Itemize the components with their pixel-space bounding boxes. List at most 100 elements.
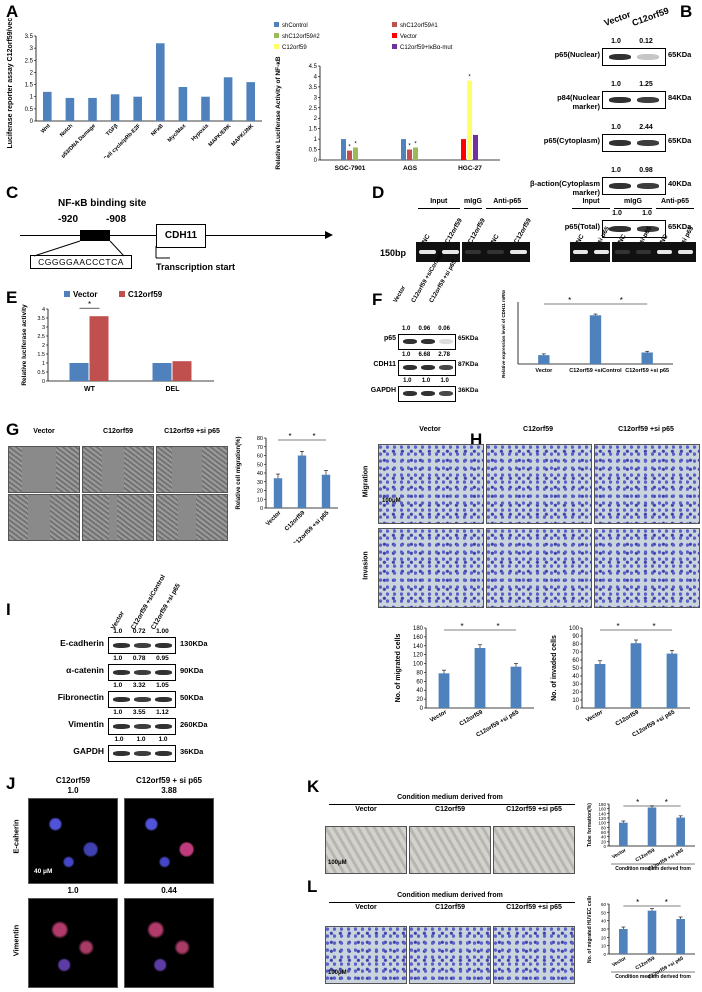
- x-tick-label: Vector: [429, 709, 448, 724]
- k-header: Condition medium derived from: [397, 794, 503, 801]
- blot-f-band: [403, 339, 417, 344]
- blot-b-header-vector: Vector: [602, 9, 632, 28]
- d-band: [487, 250, 505, 254]
- h-image: [486, 444, 592, 524]
- h-col-label: C12orf59 +si p65: [618, 426, 674, 433]
- d-band: [573, 250, 588, 254]
- g-scratch-gap: [22, 447, 56, 492]
- blot-f-band: [421, 339, 435, 344]
- blot-i-band: [155, 697, 172, 702]
- y-axis-title: No. of invaded cells: [551, 635, 558, 701]
- x-tick-label: WT: [84, 386, 96, 393]
- c-sequence: CGGGGAACCCTCA: [30, 255, 132, 269]
- blot-i-kda: 130KDa: [180, 639, 208, 648]
- y-tick-label: 100: [413, 662, 424, 668]
- blot-b-band: [637, 226, 659, 232]
- blot-i: Vector C12orf59 +siControl C12orf59 +si p6…: [20, 574, 260, 773]
- d-group-line: [614, 208, 652, 209]
- k-header-line: [329, 804, 575, 805]
- panel-k: Condition medium derived from Vector C12or…: [325, 794, 580, 876]
- y-tick-label: 1: [314, 137, 318, 143]
- blot-b-label: β-action(Cytoplasm marker): [530, 179, 601, 197]
- bar: [589, 315, 602, 364]
- bar: [152, 363, 172, 381]
- blot-b-membrane: [602, 134, 666, 152]
- x-tick-label: Vector: [265, 510, 283, 528]
- bar: [647, 807, 657, 846]
- x-tick-label: C12orf59: [634, 955, 656, 971]
- h-row-label: Migration: [362, 465, 370, 498]
- j-quant-top: 3.88: [161, 786, 177, 795]
- g-image: [82, 494, 154, 541]
- blot-i-band: [134, 643, 151, 648]
- d-group-label: Anti-p65: [493, 198, 522, 205]
- legend-label: shControl: [282, 23, 308, 29]
- blot-f-header: Vector: [392, 285, 408, 304]
- bar: [676, 817, 685, 846]
- y-tick-label: 2: [30, 70, 34, 76]
- y-tick-label: 40: [257, 471, 263, 477]
- y-tick-label: 20: [572, 690, 579, 696]
- h-col-label: Vector: [419, 426, 441, 433]
- x-tick-label: C12orf59 +si p65: [625, 368, 669, 374]
- j-row-label: E-caherin: [11, 819, 21, 854]
- bar: [110, 94, 120, 121]
- bar: [413, 147, 418, 160]
- significance-star: *: [408, 144, 411, 150]
- legend-swatch: [64, 291, 70, 297]
- legend-swatch: [392, 33, 397, 38]
- blot-i-quant: 1.0: [113, 628, 123, 635]
- significance-star: *: [496, 622, 499, 631]
- y-tick-label: 40: [416, 688, 423, 694]
- bar: [467, 80, 472, 160]
- y-tick-label: 70: [257, 445, 263, 451]
- y-tick-label: 2.5: [37, 334, 45, 340]
- x-tick-label: Vector: [535, 368, 553, 374]
- bar: [538, 355, 550, 364]
- significance-star: *: [568, 296, 571, 305]
- bar: [89, 316, 109, 381]
- y-tick-label: 0: [603, 952, 606, 957]
- blot-b-quant: 1.0: [611, 81, 621, 88]
- y-tick-label: 20: [601, 839, 607, 844]
- g-image: [8, 494, 80, 541]
- blot-i-band: [134, 697, 151, 702]
- y-tick-label: 30: [601, 927, 607, 932]
- significance-star: *: [348, 145, 351, 151]
- h-image: [594, 528, 700, 608]
- d-bp-label: 150bp: [380, 248, 407, 258]
- panel-l: Condition medium derived from Vector C12or…: [325, 892, 580, 986]
- blot-f-label: p65: [383, 335, 396, 342]
- k-image: [493, 826, 575, 874]
- l-col-label: C12orf59: [435, 904, 465, 911]
- c-gene-box: CDH11: [156, 224, 206, 248]
- blot-b-band: [609, 183, 631, 189]
- x-tick-label: C12orf59: [634, 847, 656, 863]
- bar: [641, 352, 653, 364]
- blot-i-kda: 50KDa: [180, 693, 204, 702]
- k-image: [325, 826, 407, 874]
- bar: [510, 666, 522, 708]
- blot-i-kda: 260KDa: [180, 720, 208, 729]
- j-col-label: C12orf59 + si p65: [135, 776, 203, 785]
- blot-i-band: [113, 643, 130, 648]
- blot-i-band: [155, 724, 172, 729]
- blot-i-membrane: [108, 718, 176, 735]
- y-tick-label: 160: [598, 807, 606, 812]
- l-header-line: [329, 902, 575, 903]
- blot-b-quant-row: 1.0 2.44: [602, 124, 662, 131]
- y-tick-label: 40: [601, 919, 607, 924]
- blot-f-quant: 1.0: [421, 378, 431, 384]
- j-quant-top: 1.0: [67, 786, 79, 795]
- y-tick-label: 0: [603, 844, 606, 849]
- blot-i-quant: 1.0: [136, 736, 146, 743]
- bar: [172, 361, 192, 381]
- blot-b-kda: 65KDa: [668, 50, 692, 59]
- x-tick-label: TGFβ: [105, 123, 120, 138]
- x-tick-label: C12orf59: [459, 709, 485, 727]
- g-image: [156, 446, 228, 493]
- significance-star: *: [636, 798, 639, 807]
- blot-f-quant-row: 1.0 0.96 0.06: [398, 326, 454, 332]
